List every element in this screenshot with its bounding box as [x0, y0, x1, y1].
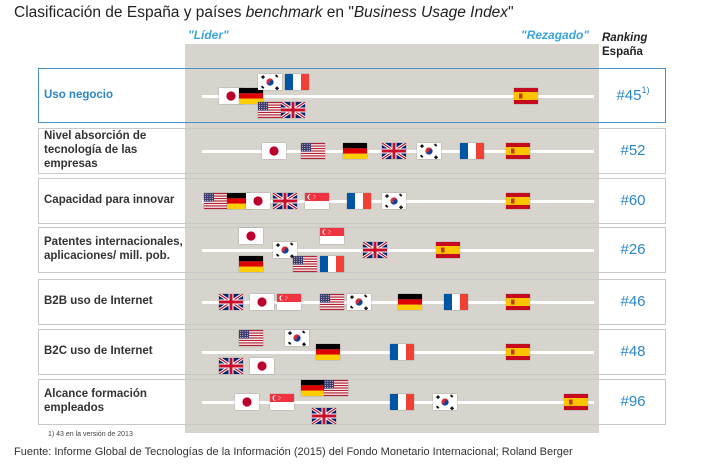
row-frame: [38, 329, 666, 375]
usa-flag-icon: [300, 143, 325, 159]
south-korea-flag-icon: [417, 143, 442, 159]
row-label: Alcance formación empleados: [44, 388, 147, 414]
spain-flag-icon: [506, 344, 531, 360]
south-korea-flag-icon: [273, 242, 298, 258]
france-flag-icon: [459, 143, 484, 159]
chart-title: Clasificación de España y países benchma…: [14, 4, 514, 21]
source-note: Fuente: Informe Global de Tecnologías de…: [14, 446, 573, 458]
row-frame: [38, 128, 666, 174]
france-flag-icon: [389, 344, 414, 360]
japan-flag-icon: [219, 87, 244, 104]
france-flag-icon: [285, 73, 310, 90]
germany-flag-icon: [226, 193, 251, 209]
usa-flag-icon: [323, 380, 348, 396]
uk-flag-icon: [312, 408, 337, 424]
rank-value: #52: [620, 142, 646, 159]
germany-flag-icon: [300, 380, 325, 396]
south-korea-flag-icon: [285, 330, 310, 346]
laggard-label: "Rezagado": [521, 28, 590, 42]
rank-value: #46: [620, 293, 646, 310]
spain-flag-icon: [506, 193, 531, 209]
spain-flag-icon: [506, 143, 531, 159]
germany-flag-icon: [238, 87, 263, 104]
row-axis-line: [202, 249, 594, 252]
japan-flag-icon: [246, 193, 271, 209]
uk-flag-icon: [362, 242, 387, 258]
japan-flag-icon: [234, 394, 259, 410]
row-label: Patentes internacionales, aplicaciones/ …: [44, 236, 183, 262]
germany-flag-icon: [238, 256, 263, 272]
usa-flag-icon: [257, 101, 282, 118]
japan-flag-icon: [238, 228, 263, 244]
spain-flag-icon: [564, 394, 589, 410]
usa-flag-icon: [292, 256, 317, 272]
uk-flag-icon: [281, 101, 306, 118]
row-frame: [38, 68, 666, 123]
south-korea-flag-icon: [257, 73, 282, 90]
germany-flag-icon: [397, 294, 422, 310]
usa-flag-icon: [238, 330, 263, 346]
south-korea-flag-icon: [382, 193, 407, 209]
uk-flag-icon: [382, 143, 407, 159]
japan-flag-icon: [261, 143, 286, 159]
france-flag-icon: [347, 193, 372, 209]
footnote: 1) 43 en la versión de 2013: [48, 431, 133, 438]
row-axis-line: [202, 94, 594, 98]
usa-flag-icon: [320, 294, 345, 310]
spain-flag-icon: [506, 294, 531, 310]
rank-value: #48: [620, 343, 646, 360]
row-label: Uso negocio: [44, 88, 114, 101]
south-korea-flag-icon: [347, 294, 372, 310]
japan-flag-icon: [250, 294, 275, 310]
row-label: B2C uso de Internet: [44, 345, 153, 357]
germany-flag-icon: [343, 143, 368, 159]
rank-value: #60: [620, 192, 646, 209]
germany-flag-icon: [316, 344, 341, 360]
row-label: Capacidad para innovar: [44, 194, 175, 206]
ranking-header: Ranking España: [602, 31, 647, 59]
usa-flag-icon: [203, 193, 228, 209]
singapore-flag-icon: [320, 228, 345, 244]
south-korea-flag-icon: [432, 394, 457, 410]
ranking-header-line1: Ranking: [602, 32, 648, 44]
spain-flag-icon: [436, 242, 461, 258]
rank-value: #96: [620, 393, 646, 410]
france-flag-icon: [444, 294, 469, 310]
france-flag-icon: [389, 394, 414, 410]
rank-value: #451): [616, 84, 650, 104]
row-frame: [38, 379, 666, 425]
rank-value: #26: [620, 241, 646, 258]
singapore-flag-icon: [277, 294, 302, 310]
row-label: B2B uso de Internet: [44, 295, 153, 307]
rank-footnote-marker: 1): [641, 84, 650, 95]
row-label: Nivel absorción de tecnología de las emp…: [44, 130, 147, 170]
japan-flag-icon: [250, 358, 275, 374]
row-frame: [38, 279, 666, 325]
ranking-header-line2: España: [602, 46, 643, 58]
singapore-flag-icon: [269, 394, 294, 410]
uk-flag-icon: [219, 294, 244, 310]
row-frame: [38, 227, 666, 273]
uk-flag-icon: [219, 358, 244, 374]
row-frame: [38, 178, 666, 224]
singapore-flag-icon: [304, 193, 329, 209]
leader-label: "Líder": [188, 28, 229, 42]
spain-flag-icon: [514, 87, 539, 104]
uk-flag-icon: [273, 193, 298, 209]
france-flag-icon: [320, 256, 345, 272]
